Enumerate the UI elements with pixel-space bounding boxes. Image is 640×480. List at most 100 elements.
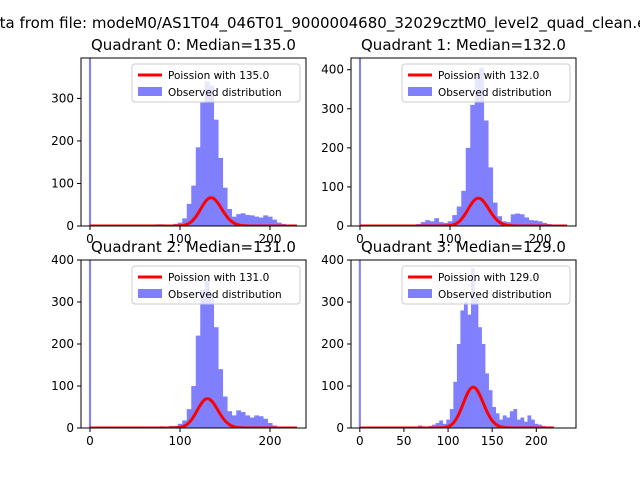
axes-frame [80,57,307,227]
histogram-bar [254,216,260,226]
histogram-bar [231,216,237,226]
x-tick-label: 200 [529,232,552,246]
histogram-bar [467,314,472,428]
quadrant-panel-2: 0 100 200 0 100 200 300 400 Quadrant 2: Median=1… [51,238,307,448]
histogram-bar [471,268,475,428]
histogram-bar [182,218,188,226]
histogram-bar [452,215,458,226]
histogram-bar [236,410,242,428]
histogram-bar [213,327,219,428]
histogram-bar [227,208,233,226]
histogram-bar [240,412,246,428]
histogram-bar [236,214,242,226]
histogram-bar [263,418,269,428]
histogram-bar [474,297,479,428]
y-tick-label: 200 [321,141,344,155]
histogram-bar [263,215,269,226]
histogram-bar [542,222,548,226]
y-tick-label: 0 [66,219,74,233]
zero-bin-bar [358,260,361,428]
histogram-bar [245,415,251,428]
histogram-bar [481,344,486,428]
histogram-bar [249,215,255,226]
x-tick-label: 0 [356,434,364,448]
histogram-bar [523,421,528,428]
y-tick-label: 200 [51,337,74,351]
histogram-bar [460,310,465,428]
poisson-fit-line [359,196,568,226]
y-tick-label: 200 [51,134,74,148]
histogram-bar [492,202,498,226]
histogram-bar [195,147,201,226]
histogram-bar [442,423,447,428]
legend-fit-label: Poission with 131.0 [168,272,269,284]
histogram-bar [429,221,435,226]
histogram-bar [231,415,237,428]
y-tick-label: 100 [51,176,74,190]
histogram-bar [227,411,233,428]
axes-frame [350,57,577,227]
histogram-bar [195,335,201,428]
y-tick-label: 0 [336,421,344,435]
figure-suptitle: Data from file: modeM0/AS1T04_046T01_900… [0,14,640,33]
y-tick-label: 300 [51,295,74,309]
legend-box [401,265,571,305]
y-tick-label: 400 [321,63,344,77]
histogram-bar [420,222,426,226]
histogram-bar [200,102,206,226]
plot-area [88,58,298,226]
x-tick-label: 0 [356,232,364,246]
histogram-bar [209,85,215,226]
x-tick-label: 200 [259,434,282,448]
histogram-bar [204,281,210,428]
x-tick-label: 150 [481,434,504,448]
legend-box [401,63,571,103]
histogram-bar [533,220,539,226]
histogram-bar [267,422,273,428]
histogram-bar [222,187,228,226]
histogram-bar [510,214,516,226]
x-tick-label: 200 [259,232,282,246]
plot-area [88,260,298,428]
panels: 0 100 200 0 100 200 300 Quadrant 0: Median=135.… [51,36,577,448]
histogram-bar [254,415,260,428]
histogram-bar [519,214,525,226]
legend-fit-label: Poission with 132.0 [438,70,539,82]
legend-hist-swatch [138,289,162,298]
histogram-bar [438,222,444,226]
legend-hist-label: Observed distribution [168,289,282,301]
y-tick-label: 200 [321,337,344,351]
legend: Poission with 132.0 Observed distribution [401,63,571,103]
plot-area [358,58,568,226]
quadrant-panel-0: 0 100 200 0 100 200 300 Quadrant 0: Median=135.… [51,36,307,246]
y-tick-label: 100 [51,379,74,393]
poisson-fit-line [89,196,298,226]
y-tick-label: 100 [321,379,344,393]
histogram-bar [456,206,462,226]
y-tick-label: 100 [321,180,344,194]
histogram-bar [447,221,453,226]
legend-fit-label: Poission with 129.0 [438,272,539,284]
histogram-bar [218,369,224,428]
histogram-bar [513,409,518,428]
histogram-bar [483,120,489,226]
histogram-bar [267,216,273,226]
histogram-bar [524,217,530,226]
histogram-bar [527,415,532,428]
histogram-bar [218,157,224,226]
histogram-bar [209,293,215,428]
poisson-fit-line [359,385,555,428]
x-tick-label: 100 [169,232,192,246]
histogram-bar [485,373,489,428]
legend-hist-label: Observed distribution [438,87,552,99]
histogram-bar [520,417,525,428]
histogram-bar [470,104,476,226]
legend-hist-label: Observed distribution [438,289,552,301]
histogram-bar [272,219,278,226]
histogram-bar [516,419,521,428]
x-tick-label: 100 [439,232,462,246]
legend: Poission with 135.0 Observed distribution [131,63,301,103]
histogram-bar [515,213,521,226]
histogram-bar [222,396,228,428]
